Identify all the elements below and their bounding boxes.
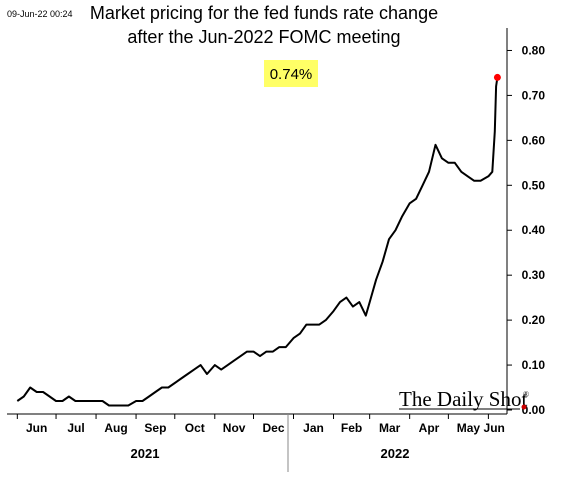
logo-text: The Daily Shot: [399, 387, 527, 411]
x-tick-label: Jun: [26, 421, 47, 435]
y-tick-label: 0.70: [522, 88, 546, 102]
y-tick-label: 0.50: [522, 178, 546, 192]
x-tick-label: May: [457, 421, 481, 435]
x-tick-label: Jan: [303, 421, 324, 435]
y-tick-label: 0.20: [522, 313, 546, 327]
x-tick-label: Mar: [379, 421, 401, 435]
x-tick-label: Jun: [484, 421, 505, 435]
y-tick-label: 0.00: [522, 403, 546, 417]
y-tick-label: 0.30: [522, 268, 546, 282]
chart-title-line-2: after the Jun-2022 FOMC meeting: [127, 27, 400, 47]
x-tick-label: Feb: [341, 421, 362, 435]
year-label-2021: 2021: [131, 446, 160, 461]
value-callout-label: 0.74%: [270, 66, 313, 83]
chart-title-line-1: Market pricing for the fed funds rate ch…: [90, 3, 438, 23]
logo-registered-mark: ®: [523, 390, 529, 399]
logo-dot: [521, 404, 527, 410]
y-tick-label: 0.10: [522, 358, 546, 372]
value-callout: 0.74%: [264, 60, 318, 87]
y-tick-label: 0.80: [522, 43, 546, 57]
x-tick-label: Sep: [144, 421, 166, 435]
x-tick-label: Nov: [223, 421, 246, 435]
series-line: [16, 77, 499, 407]
value-callout-box: [264, 60, 318, 87]
x-axis-ticks: Jun Jul Aug Sep Oct Nov Dec Jan Feb Mar Apr May Jun: [16, 414, 505, 435]
timestamp: 09-Jun-22 00:24: [7, 9, 73, 19]
endpoint-marker: [493, 73, 501, 81]
x-tick-label: Aug: [104, 421, 127, 435]
x-tick-label: Apr: [419, 421, 440, 435]
y-tick-label: 0.60: [522, 133, 546, 147]
x-tick-label: Jul: [67, 421, 84, 435]
y-tick-label: 0.40: [522, 223, 546, 237]
y-axis-ticks: 0.00 0.10 0.20 0.30 0.40 0.50 0.60 0.70 0.80: [507, 43, 545, 417]
daily-shot-logo: The Daily Shot ®: [399, 387, 529, 411]
x-tick-label: Oct: [185, 421, 205, 435]
year-label-2022: 2022: [381, 446, 410, 461]
x-tick-label: Dec: [262, 421, 284, 435]
